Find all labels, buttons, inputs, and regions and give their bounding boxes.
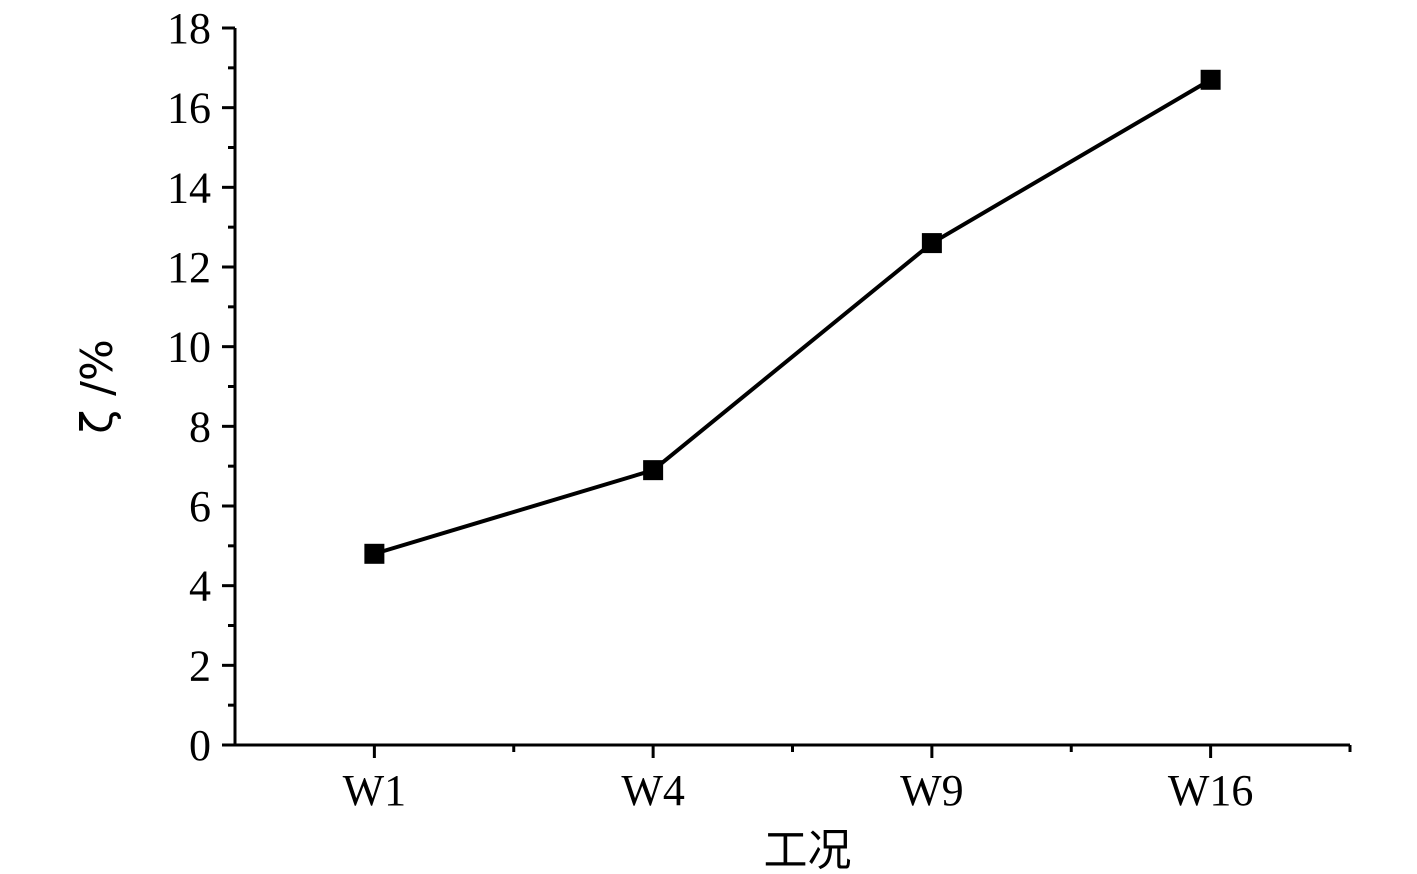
series-group	[364, 69, 1221, 564]
x-tick-label: W9	[900, 766, 964, 815]
x-tick-label: W16	[1168, 766, 1254, 815]
y-tick-label: 16	[167, 84, 211, 133]
x-tick-label: W1	[343, 766, 407, 815]
x-tick-label: W4	[621, 766, 685, 815]
y-tick-label: 0	[189, 721, 211, 770]
y-tick-label: 10	[167, 323, 211, 372]
y-tick-label: 6	[189, 482, 211, 531]
y-tick-label: 18	[167, 4, 211, 53]
y-tick-label: 14	[167, 163, 211, 212]
x-axis-title: 工况	[764, 825, 852, 874]
y-tick-label: 4	[189, 562, 211, 611]
y-tick-label: 12	[167, 243, 211, 292]
data-point-marker	[921, 233, 942, 254]
data-point-marker	[643, 460, 664, 481]
y-axis-ticks: 0 2 4 6 8 10 12 14 16 18	[167, 4, 235, 770]
series-line	[373, 78, 1212, 556]
y-tick-label: 8	[189, 402, 211, 451]
data-point-marker	[1200, 69, 1221, 90]
x-axis-ticks: W1 W4 W9 W16	[343, 745, 1352, 815]
y-axis-title: ζ /%	[72, 339, 123, 434]
data-point-marker	[364, 543, 385, 564]
y-tick-label: 2	[189, 641, 211, 690]
